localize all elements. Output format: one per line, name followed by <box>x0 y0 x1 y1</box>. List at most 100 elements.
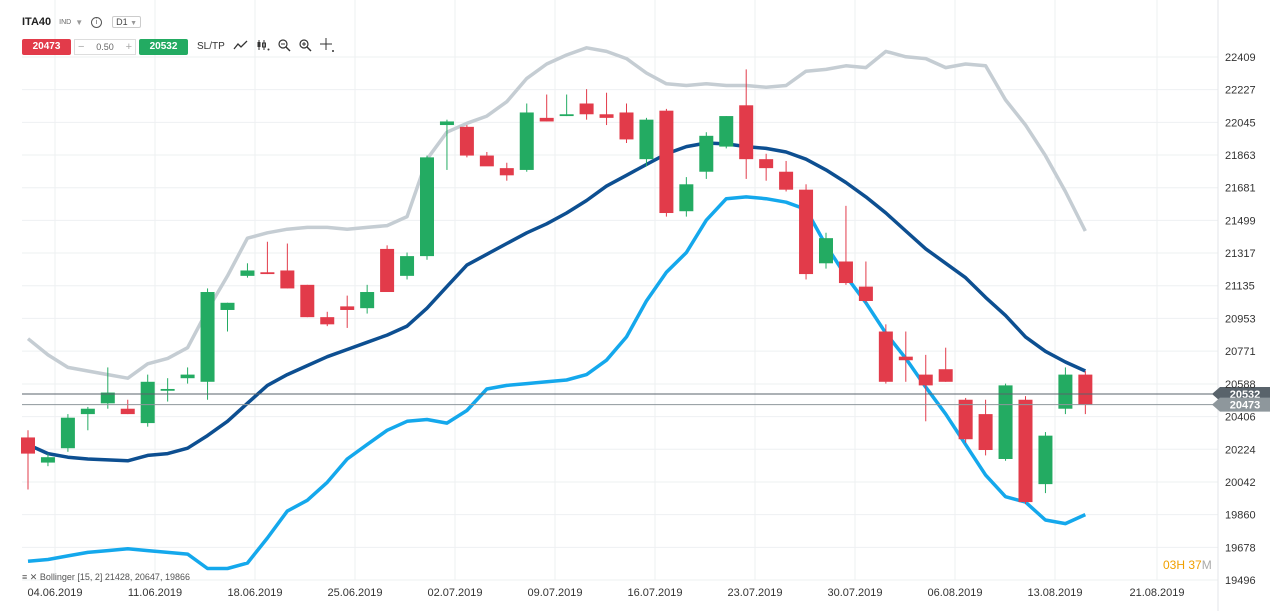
candle <box>400 252 415 280</box>
zoom-in-icon[interactable] <box>299 38 312 55</box>
candle <box>539 94 554 122</box>
candle <box>80 406 95 431</box>
bollinger-bands <box>26 46 1087 571</box>
candle <box>60 414 75 452</box>
candle <box>220 302 235 332</box>
y-tick-label: 22409 <box>1225 52 1256 64</box>
increase-volume-button[interactable]: + <box>125 40 132 53</box>
x-tick-label: 16.07.2019 <box>627 587 682 599</box>
candle <box>40 453 55 467</box>
candle <box>360 284 375 314</box>
candle-body <box>878 331 893 382</box>
candle <box>858 261 873 303</box>
candle-body <box>1078 374 1093 405</box>
candle-body <box>220 302 235 310</box>
candle-body <box>360 292 375 309</box>
candle <box>878 324 893 384</box>
candle <box>200 288 215 400</box>
candle <box>559 94 574 117</box>
candle-body <box>978 414 993 451</box>
x-tick-label: 18.06.2019 <box>227 587 282 599</box>
candle <box>739 69 754 179</box>
sltp-button[interactable]: SL/TP <box>197 41 225 52</box>
line-chart-icon[interactable] <box>233 39 248 54</box>
candle <box>1058 367 1073 415</box>
legend-menu-icon[interactable]: ≡ <box>22 572 28 582</box>
sell-price-label: 20473 <box>1230 400 1261 412</box>
candle <box>479 151 494 167</box>
x-tick-label: 25.06.2019 <box>327 587 382 599</box>
candle <box>819 232 833 269</box>
candle-body <box>958 399 973 440</box>
zoom-out-icon[interactable] <box>278 38 291 55</box>
candle-body <box>779 171 794 190</box>
symbol-dropdown-icon[interactable]: ▼ <box>75 17 84 27</box>
buy-price-tag <box>1212 386 1270 401</box>
candle <box>779 160 794 192</box>
candle <box>898 331 913 382</box>
bollinger-middle-band <box>27 141 1087 463</box>
y-tick-label: 22045 <box>1225 117 1256 129</box>
y-tick-label: 20224 <box>1225 444 1256 456</box>
countdown-hours: 03H <box>1163 558 1186 572</box>
price-axis: 22409 22227 22045 21863 21681 21499 21317 21135… <box>1225 52 1256 587</box>
legend-close-icon[interactable]: ✕ <box>29 572 38 582</box>
candle-body <box>320 317 335 325</box>
candle-body <box>1018 399 1033 503</box>
volume-value[interactable]: 0.50 <box>96 41 114 52</box>
y-tick-label: 20953 <box>1225 313 1256 325</box>
y-tick-label: 20042 <box>1225 477 1256 489</box>
candle-body <box>799 189 814 275</box>
candle-body <box>21 437 35 454</box>
crosshair-icon[interactable] <box>319 38 334 55</box>
y-tick-label: 21499 <box>1225 215 1256 227</box>
y-tick-label: 20771 <box>1225 346 1256 358</box>
candlestick-type-icon[interactable] <box>256 39 270 54</box>
y-tick-label: 19860 <box>1225 510 1256 522</box>
candle <box>579 89 594 120</box>
candle-body <box>539 117 554 122</box>
candle <box>120 399 135 415</box>
y-tick-label: 20588 <box>1225 379 1256 391</box>
candle <box>599 92 614 126</box>
candle <box>918 354 933 422</box>
volume-stepper[interactable]: − 0.50 + <box>74 38 136 55</box>
candle <box>759 153 774 181</box>
info-icon[interactable]: i <box>91 16 103 28</box>
candle <box>439 119 454 170</box>
candle-body <box>759 159 774 169</box>
bollinger-lower-band <box>27 195 1087 571</box>
candle-body <box>240 270 255 276</box>
candle <box>240 263 255 278</box>
candlestick-series <box>21 69 1093 504</box>
sell-price-tag <box>1212 397 1270 412</box>
decrease-volume-button[interactable]: − <box>78 40 85 53</box>
candle-body <box>858 286 873 301</box>
candle-body <box>619 112 634 140</box>
candle-body <box>739 105 754 160</box>
candle <box>699 132 714 179</box>
candle-body <box>559 114 574 117</box>
x-tick-label: 02.07.2019 <box>427 587 482 599</box>
candle-body <box>918 374 933 386</box>
candle-body <box>459 126 474 156</box>
candle <box>958 397 973 443</box>
x-tick-label: 23.07.2019 <box>727 587 782 599</box>
candle-body <box>819 238 833 264</box>
candle-body <box>300 284 315 318</box>
symbol-type: IND <box>59 18 72 26</box>
candle-body <box>180 374 195 379</box>
candle-body <box>639 119 654 160</box>
candle-body <box>439 121 454 126</box>
indicator-legend[interactable]: ≡ ✕ Bollinger [15, 2] 21428, 20647, 1986… <box>22 572 190 583</box>
symbol-name[interactable]: ITA40 <box>22 16 52 28</box>
y-tick-label: 20406 <box>1225 412 1256 424</box>
sell-button[interactable]: 20473 <box>22 38 71 55</box>
buy-button[interactable]: 20532 <box>139 38 188 55</box>
timeframe-select[interactable]: D1 ▼ <box>112 16 142 28</box>
candle <box>1078 371 1093 415</box>
candle-body <box>340 306 355 310</box>
candle-body <box>519 112 534 170</box>
countdown-minutes: 37 <box>1188 558 1202 572</box>
